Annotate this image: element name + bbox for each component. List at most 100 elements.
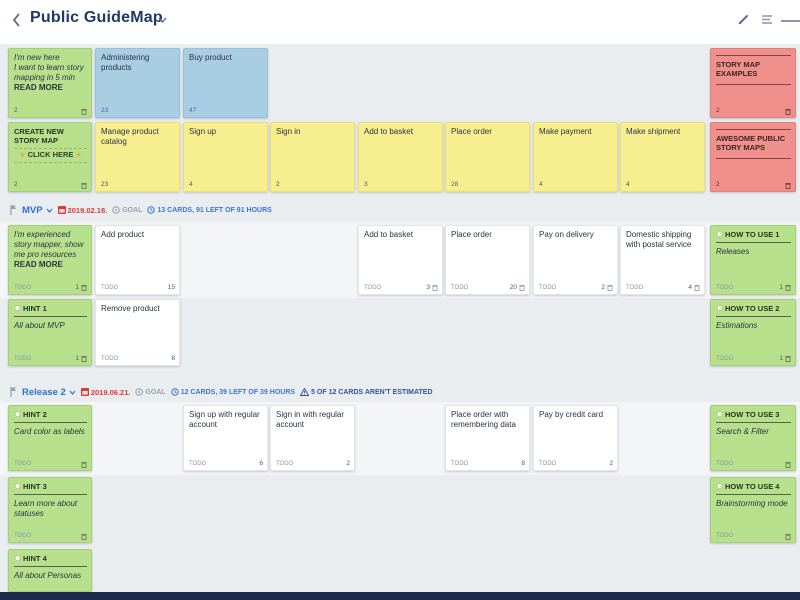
- story-card-place-order-remembering[interactable]: Place order with remembering data TODO 8: [445, 405, 530, 471]
- edit-pencil-icon[interactable]: [737, 13, 750, 26]
- story-card-place-order[interactable]: Place order TODO 20: [445, 225, 530, 295]
- trash-icon[interactable]: [81, 284, 87, 292]
- feature-card-make-payment[interactable]: Make payment 4: [533, 122, 618, 192]
- status-label: TODO: [451, 284, 469, 291]
- goal-button[interactable]: GOAL: [135, 388, 166, 396]
- card-title: HINT 4: [23, 554, 47, 563]
- trash-icon[interactable]: [694, 284, 700, 292]
- card-count: 2: [601, 283, 605, 291]
- feature-card-make-shipment[interactable]: Make shipment 4: [620, 122, 705, 192]
- feature-card-sign-up[interactable]: Sign up 4: [183, 122, 268, 192]
- howto-card-1[interactable]: HOW TO USE 1 Releases TODO 1: [710, 225, 796, 295]
- bulb-icon: [14, 304, 21, 313]
- release-date[interactable]: 2019.02.18.: [57, 206, 107, 215]
- hint-card-1[interactable]: HINT 1 All about MVP TODO 1: [8, 299, 92, 366]
- note-card-im-new-here[interactable]: I'm new here I want to learn story mappi…: [8, 48, 92, 118]
- clock-icon: [171, 388, 179, 396]
- story-card-sign-up-regular[interactable]: Sign up with regular account TODO 6: [183, 405, 268, 471]
- card-title: Make payment: [539, 127, 592, 136]
- card-count: 15: [167, 283, 175, 291]
- story-card-pay-on-delivery[interactable]: Pay on delivery TODO 2: [533, 225, 618, 295]
- card-count: 3: [426, 283, 430, 291]
- trash-icon[interactable]: [607, 284, 613, 292]
- card-title: Remove product: [101, 304, 160, 313]
- note-card-create-new-story-map[interactable]: CREATE NEW STORY MAP ★ CLICK HERE ★ 2: [8, 122, 92, 192]
- story-card-add-to-basket[interactable]: Add to basket TODO 3: [358, 225, 443, 295]
- trash-icon[interactable]: [785, 182, 791, 189]
- howto-card-2[interactable]: HOW TO USE 2 Estimations TODO 1: [710, 299, 796, 366]
- epic-card-buy-product[interactable]: Buy product 47: [183, 48, 268, 118]
- card-text: I'm experienced story mapper, show me pr…: [14, 230, 84, 259]
- feature-card-place-order[interactable]: Place order 28: [445, 122, 530, 192]
- note-card-awesome-public-story-maps[interactable]: AWESOME PUBLIC STORY MAPS 2: [710, 122, 796, 192]
- card-title: Place order with remembering data: [451, 410, 516, 429]
- bulb-icon: [14, 482, 21, 491]
- story-card-sign-in-regular[interactable]: Sign in with regular account TODO 2: [270, 405, 355, 471]
- card-count: 3: [364, 180, 368, 188]
- note-card-experienced-mapper[interactable]: I'm experienced story mapper, show me pr…: [8, 225, 92, 295]
- feature-card-manage-product-catalog[interactable]: Manage product catalog 23: [95, 122, 180, 192]
- hint-card-3[interactable]: HINT 3 Learn more about statuses TODO: [8, 477, 92, 543]
- card-title: AWESOME PUBLIC STORY MAPS: [716, 134, 786, 153]
- release-stats: 12 CARDS, 39 LEFT OF 39 HOURS: [171, 388, 295, 396]
- trash-icon[interactable]: [432, 284, 438, 292]
- trash-icon[interactable]: [81, 182, 87, 189]
- card-title: Buy product: [189, 53, 232, 62]
- release-date[interactable]: 2019.06.21.: [80, 388, 130, 397]
- read-more-link[interactable]: READ MORE: [14, 83, 63, 92]
- status-label: TODO: [716, 355, 734, 362]
- menu-list-icon[interactable]: [762, 14, 774, 25]
- trash-icon[interactable]: [81, 461, 87, 468]
- card-text: I'm new here: [14, 53, 60, 62]
- click-here-link[interactable]: ★ CLICK HERE ★: [14, 147, 87, 163]
- trash-icon[interactable]: [519, 284, 525, 292]
- card-count: 23: [101, 180, 109, 188]
- bulb-icon: [716, 482, 723, 491]
- story-card-domestic-shipping[interactable]: Domestic shipping with postal service TO…: [620, 225, 705, 295]
- release-flag-icon: [10, 205, 16, 215]
- bottom-bar: [0, 592, 800, 600]
- read-more-link[interactable]: READ MORE: [14, 260, 63, 269]
- card-text: Brainstorming mode: [716, 499, 788, 509]
- divider: [14, 422, 87, 424]
- epic-card-administering-products[interactable]: Administering products 23: [95, 48, 180, 118]
- trash-icon[interactable]: [785, 355, 791, 363]
- release2-row-band: [0, 402, 800, 475]
- star-icon: ★: [75, 151, 82, 159]
- hint-card-2[interactable]: HINT 2 Card color as labels TODO: [8, 405, 92, 471]
- release-name-mvp[interactable]: MVP: [22, 205, 53, 216]
- card-count: 2: [609, 459, 613, 467]
- back-button[interactable]: [12, 13, 21, 27]
- divider: [716, 129, 791, 130]
- hint-card-4[interactable]: HINT 4 All about Personas: [8, 549, 92, 592]
- card-title: Pay on delivery: [539, 230, 594, 239]
- howto-card-3[interactable]: HOW TO USE 3 Search & Filter TODO: [710, 405, 796, 471]
- howto-card-4[interactable]: HOW TO USE 4 Brainstorming mode TODO: [710, 477, 796, 543]
- trash-icon[interactable]: [81, 355, 87, 363]
- status-label: TODO: [451, 460, 469, 467]
- card-title: Place order: [451, 127, 492, 136]
- story-card-add-product[interactable]: Add product TODO 15: [95, 225, 180, 295]
- story-card-pay-by-credit-card[interactable]: Pay by credit card TODO 2: [533, 405, 618, 471]
- status-label: TODO: [716, 532, 734, 539]
- story-card-remove-product[interactable]: Remove product TODO 8: [95, 299, 180, 366]
- card-count: 2: [716, 106, 720, 114]
- feature-card-add-to-basket[interactable]: Add to basket 3: [358, 122, 443, 192]
- goal-button[interactable]: GOAL: [112, 206, 142, 214]
- note-card-story-map-examples[interactable]: STORY MAP EXAMPLES 2: [710, 48, 796, 118]
- title-dropdown-icon[interactable]: [158, 17, 167, 23]
- trash-icon[interactable]: [785, 533, 791, 540]
- trash-icon[interactable]: [785, 108, 791, 115]
- release-name-release2[interactable]: Release 2: [22, 387, 76, 398]
- trash-icon[interactable]: [81, 533, 87, 540]
- card-text: Learn more about statuses: [14, 499, 78, 519]
- bulb-icon: [14, 554, 21, 563]
- divider: [716, 157, 791, 159]
- trash-icon[interactable]: [785, 461, 791, 468]
- trash-icon[interactable]: [785, 284, 791, 292]
- trash-icon[interactable]: [81, 108, 87, 115]
- card-text: Estimations: [716, 321, 758, 331]
- status-label: TODO: [716, 284, 734, 291]
- divider: [716, 55, 791, 56]
- feature-card-sign-in[interactable]: Sign in 2: [270, 122, 355, 192]
